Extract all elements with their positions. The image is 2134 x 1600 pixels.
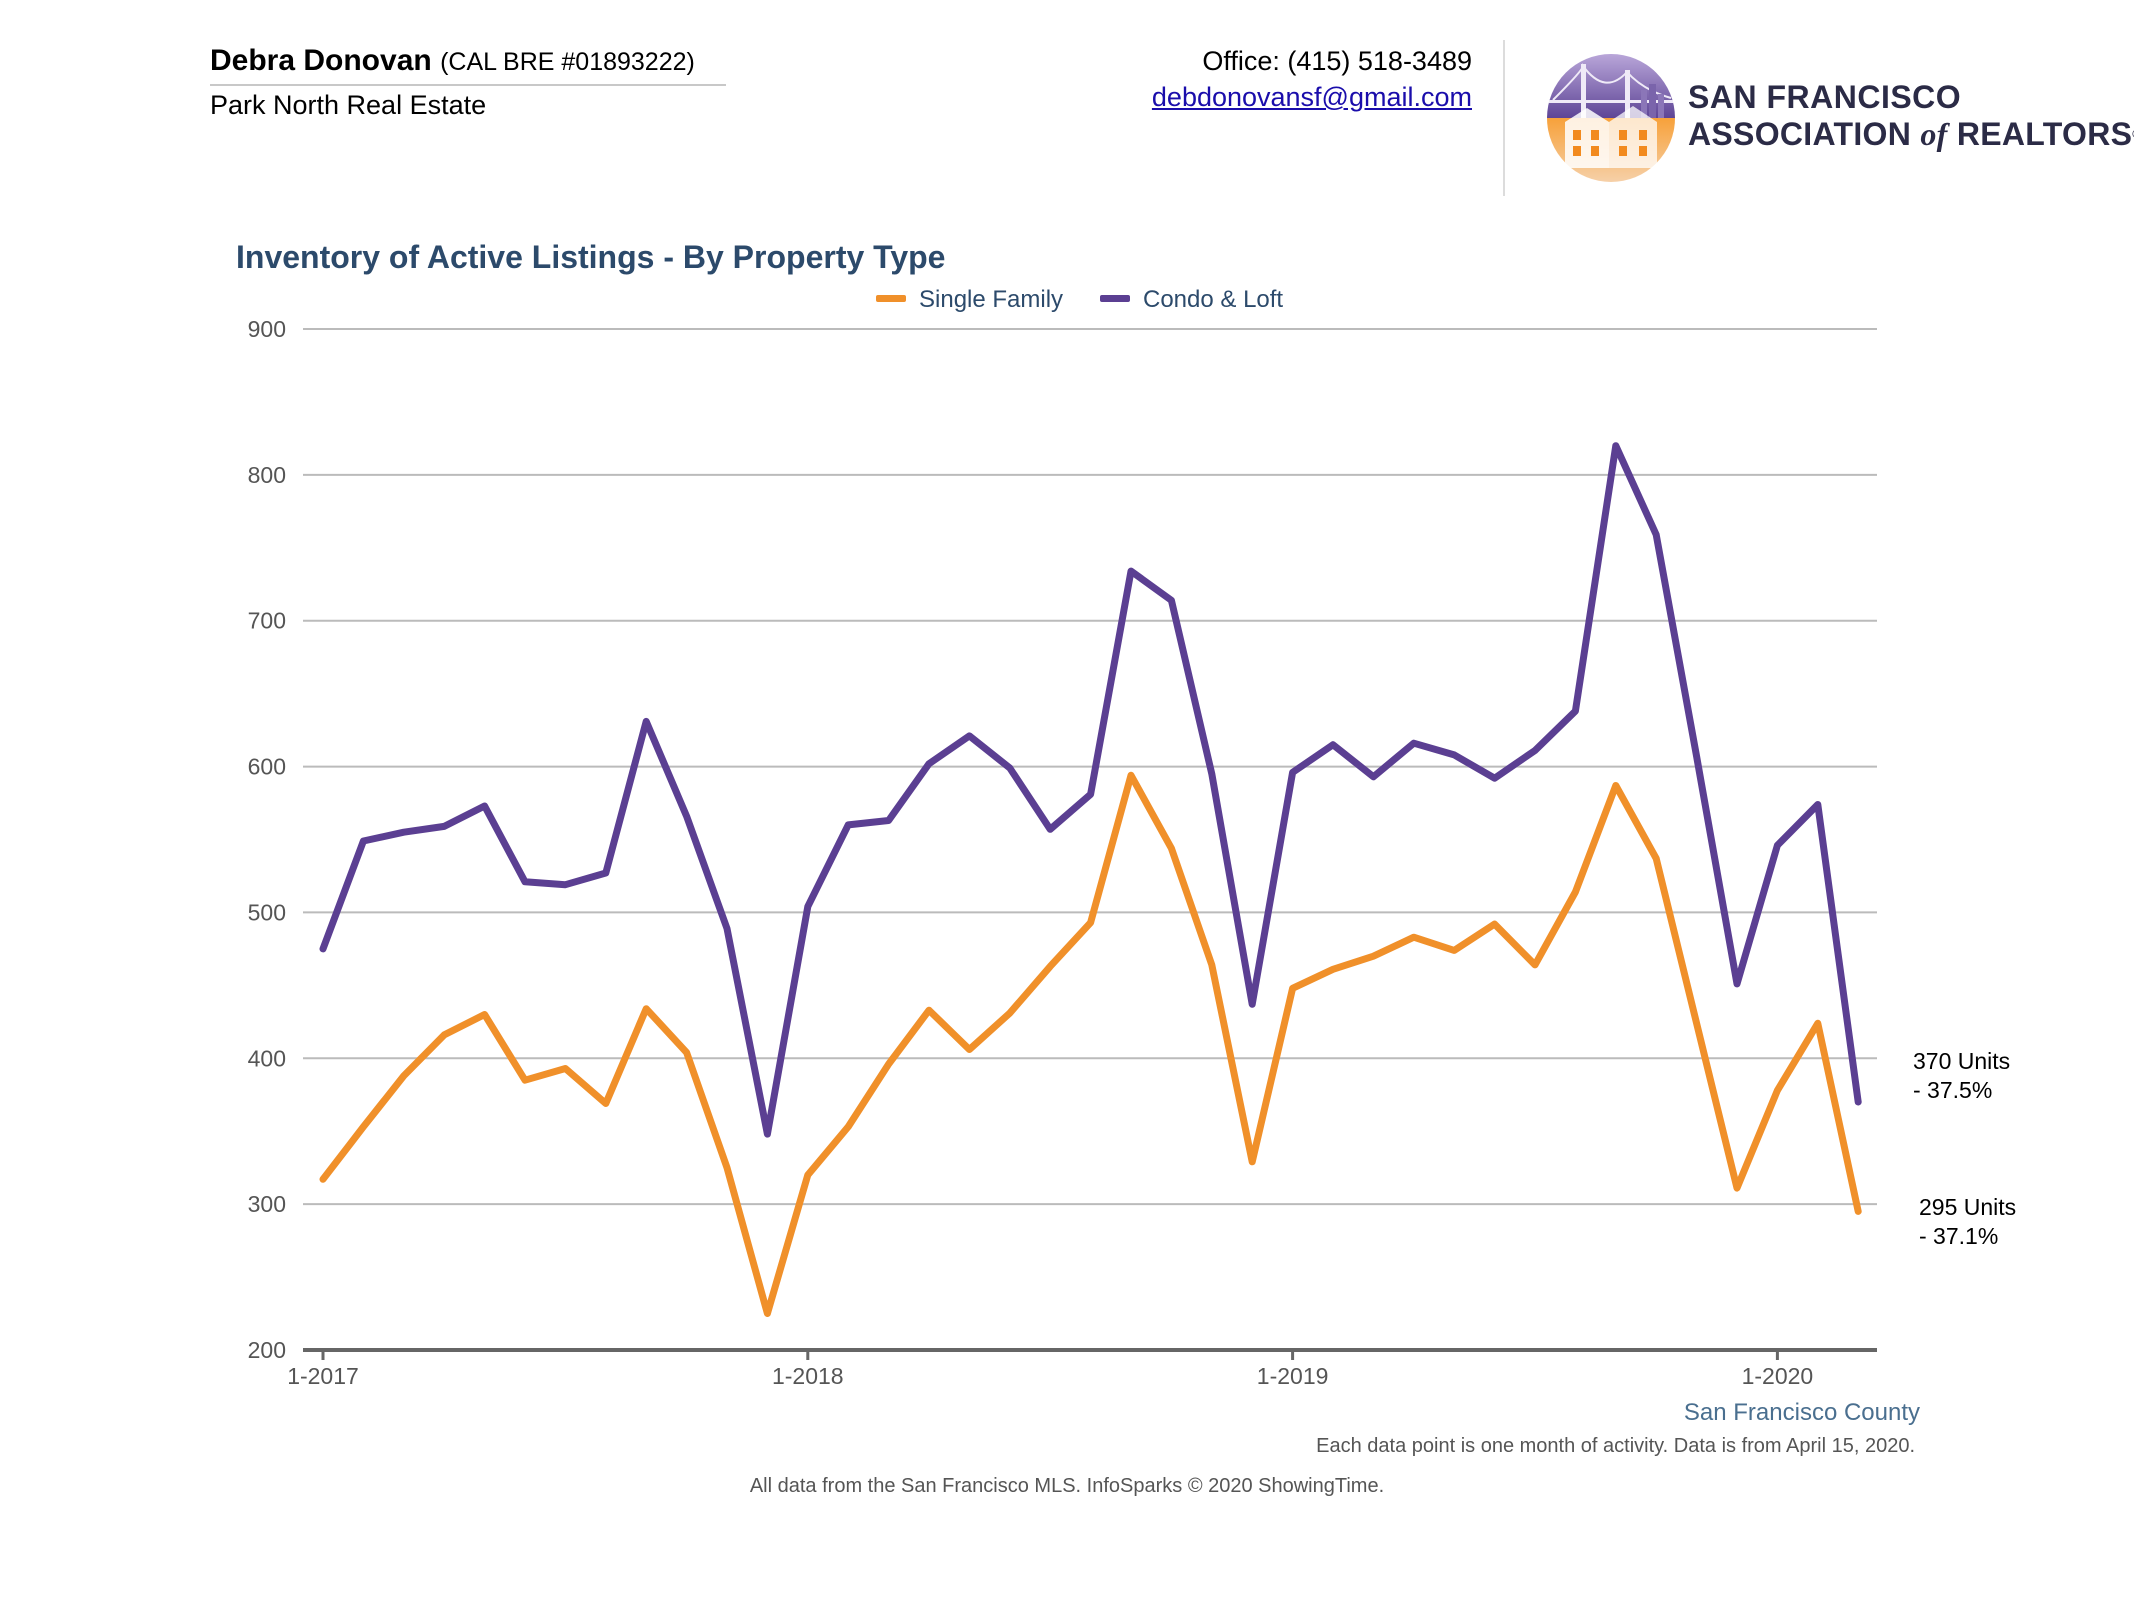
end-label-single-family-change: - 37.1% [1919,1223,1998,1249]
agent-company: Park North Real Estate [210,90,487,120]
series-line-single-family [319,771,1862,1317]
agent-license: (CAL BRE #01893222) [440,48,695,76]
logo-line-1: SAN FRANCISCO [1688,79,1962,115]
end-label-condo-loft-change: - 37.5% [1913,1077,1992,1103]
logo-wordmark: SAN FRANCISCO ASSOCIATION of REALTORS® [1688,78,2134,152]
email-link[interactable]: debdonovansf@gmail.com [1151,82,1472,112]
series-lines [319,442,1862,1317]
x-tick-label-1-2017: 1-2017 [287,1363,359,1389]
chart-legend: Single Family Condo & Loft [876,286,1283,313]
logo-registered-mark: ® [2132,127,2134,141]
agent-name-divider [210,84,726,86]
x-tick-label-1-2018: 1-2018 [772,1363,844,1389]
sf-realtors-logo-icon [1547,54,1675,182]
x-tick-label-1-2020: 1-2020 [1742,1363,1814,1389]
end-label-condo-loft: 370 Units - 37.5% [1913,1048,2010,1103]
logo-association: ASSOCIATION [1688,116,1921,152]
legend-swatch-single-family [876,295,906,302]
y-tick-label-500: 500 [248,899,286,925]
legend-swatch-condo-loft [1100,295,1130,302]
y-tick-label-700: 700 [248,608,286,634]
legend-label-single-family: Single Family [919,286,1063,313]
agent-name: Debra Donovan (CAL BRE #01893222) [210,44,695,78]
end-label-single-family-units: 295 Units [1919,1194,2016,1220]
y-axis-tick-labels: 200 300 400 500 600 700 800 900 [248,316,286,1363]
end-label-single-family: 295 Units - 37.1% [1919,1194,2016,1249]
logo-of: of [1920,116,1948,152]
data-source-note: All data from the San Francisco MLS. Inf… [750,1475,1384,1497]
x-tick-label-1-2019: 1-2019 [1257,1363,1329,1389]
chart-title: Inventory of Active Listings - By Proper… [236,239,945,275]
series-line-condo-loft [319,442,1862,1138]
y-tick-label-200: 200 [248,1337,286,1363]
x-axis: 1-2017 1-2018 1-2019 1-2020 [287,1348,1877,1389]
logo-realtors: REALTORS [1947,116,2133,152]
gridlines [303,328,1877,1206]
chart-footnote: Each data point is one month of activity… [1316,1435,1915,1457]
y-tick-label-300: 300 [248,1191,286,1217]
y-tick-label-800: 800 [248,462,286,488]
agent-name-text: Debra Donovan [210,44,432,77]
region-label: San Francisco County [1684,1399,1920,1426]
legend-label-condo-loft: Condo & Loft [1143,286,1283,313]
logo-line-2: ASSOCIATION of REALTORS® [1688,116,2134,152]
y-tick-label-900: 900 [248,316,286,342]
y-tick-label-600: 600 [248,754,286,780]
office-phone: Office: (415) 518-3489 [1202,46,1472,76]
y-tick-label-400: 400 [248,1045,286,1071]
header-divider [1503,40,1505,196]
end-label-condo-loft-units: 370 Units [1913,1048,2010,1074]
